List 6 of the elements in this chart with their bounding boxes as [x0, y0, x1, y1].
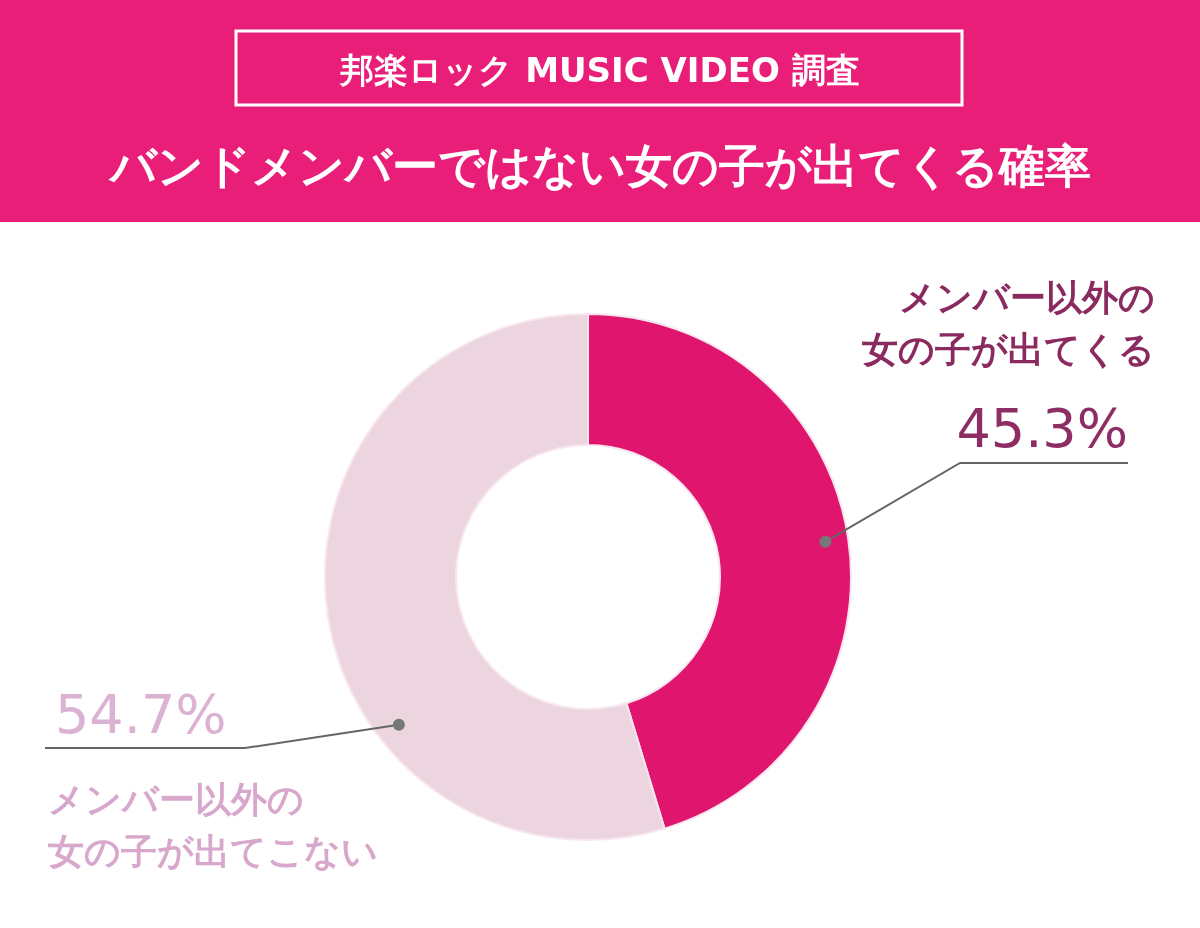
data-label: 45.3%	[956, 397, 1128, 460]
chart-subtitle: バンドメンバーではない女の子が出てくる確率	[107, 139, 1091, 193]
slice-label: メンバー以外の女の子が出てこない	[48, 779, 378, 872]
data-label: 54.7%	[55, 683, 227, 746]
slice-label: メンバー以外の女の子が出てくる	[862, 277, 1155, 370]
chart-title: 邦楽ロック MUSIC VIDEO 調査	[339, 50, 860, 90]
